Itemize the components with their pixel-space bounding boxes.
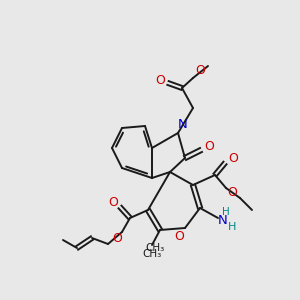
Text: CH₃: CH₃ bbox=[146, 243, 165, 253]
Text: O: O bbox=[195, 64, 205, 77]
Text: CH₃: CH₃ bbox=[142, 249, 162, 259]
Text: O: O bbox=[155, 74, 165, 86]
Text: H: H bbox=[228, 222, 236, 232]
Text: O: O bbox=[204, 140, 214, 152]
Text: N: N bbox=[218, 214, 228, 226]
Text: N: N bbox=[178, 118, 188, 131]
Text: O: O bbox=[227, 187, 237, 200]
Text: O: O bbox=[108, 196, 118, 209]
Text: O: O bbox=[228, 152, 238, 164]
Text: O: O bbox=[174, 230, 184, 242]
Text: H: H bbox=[222, 207, 230, 217]
Text: O: O bbox=[112, 232, 122, 245]
